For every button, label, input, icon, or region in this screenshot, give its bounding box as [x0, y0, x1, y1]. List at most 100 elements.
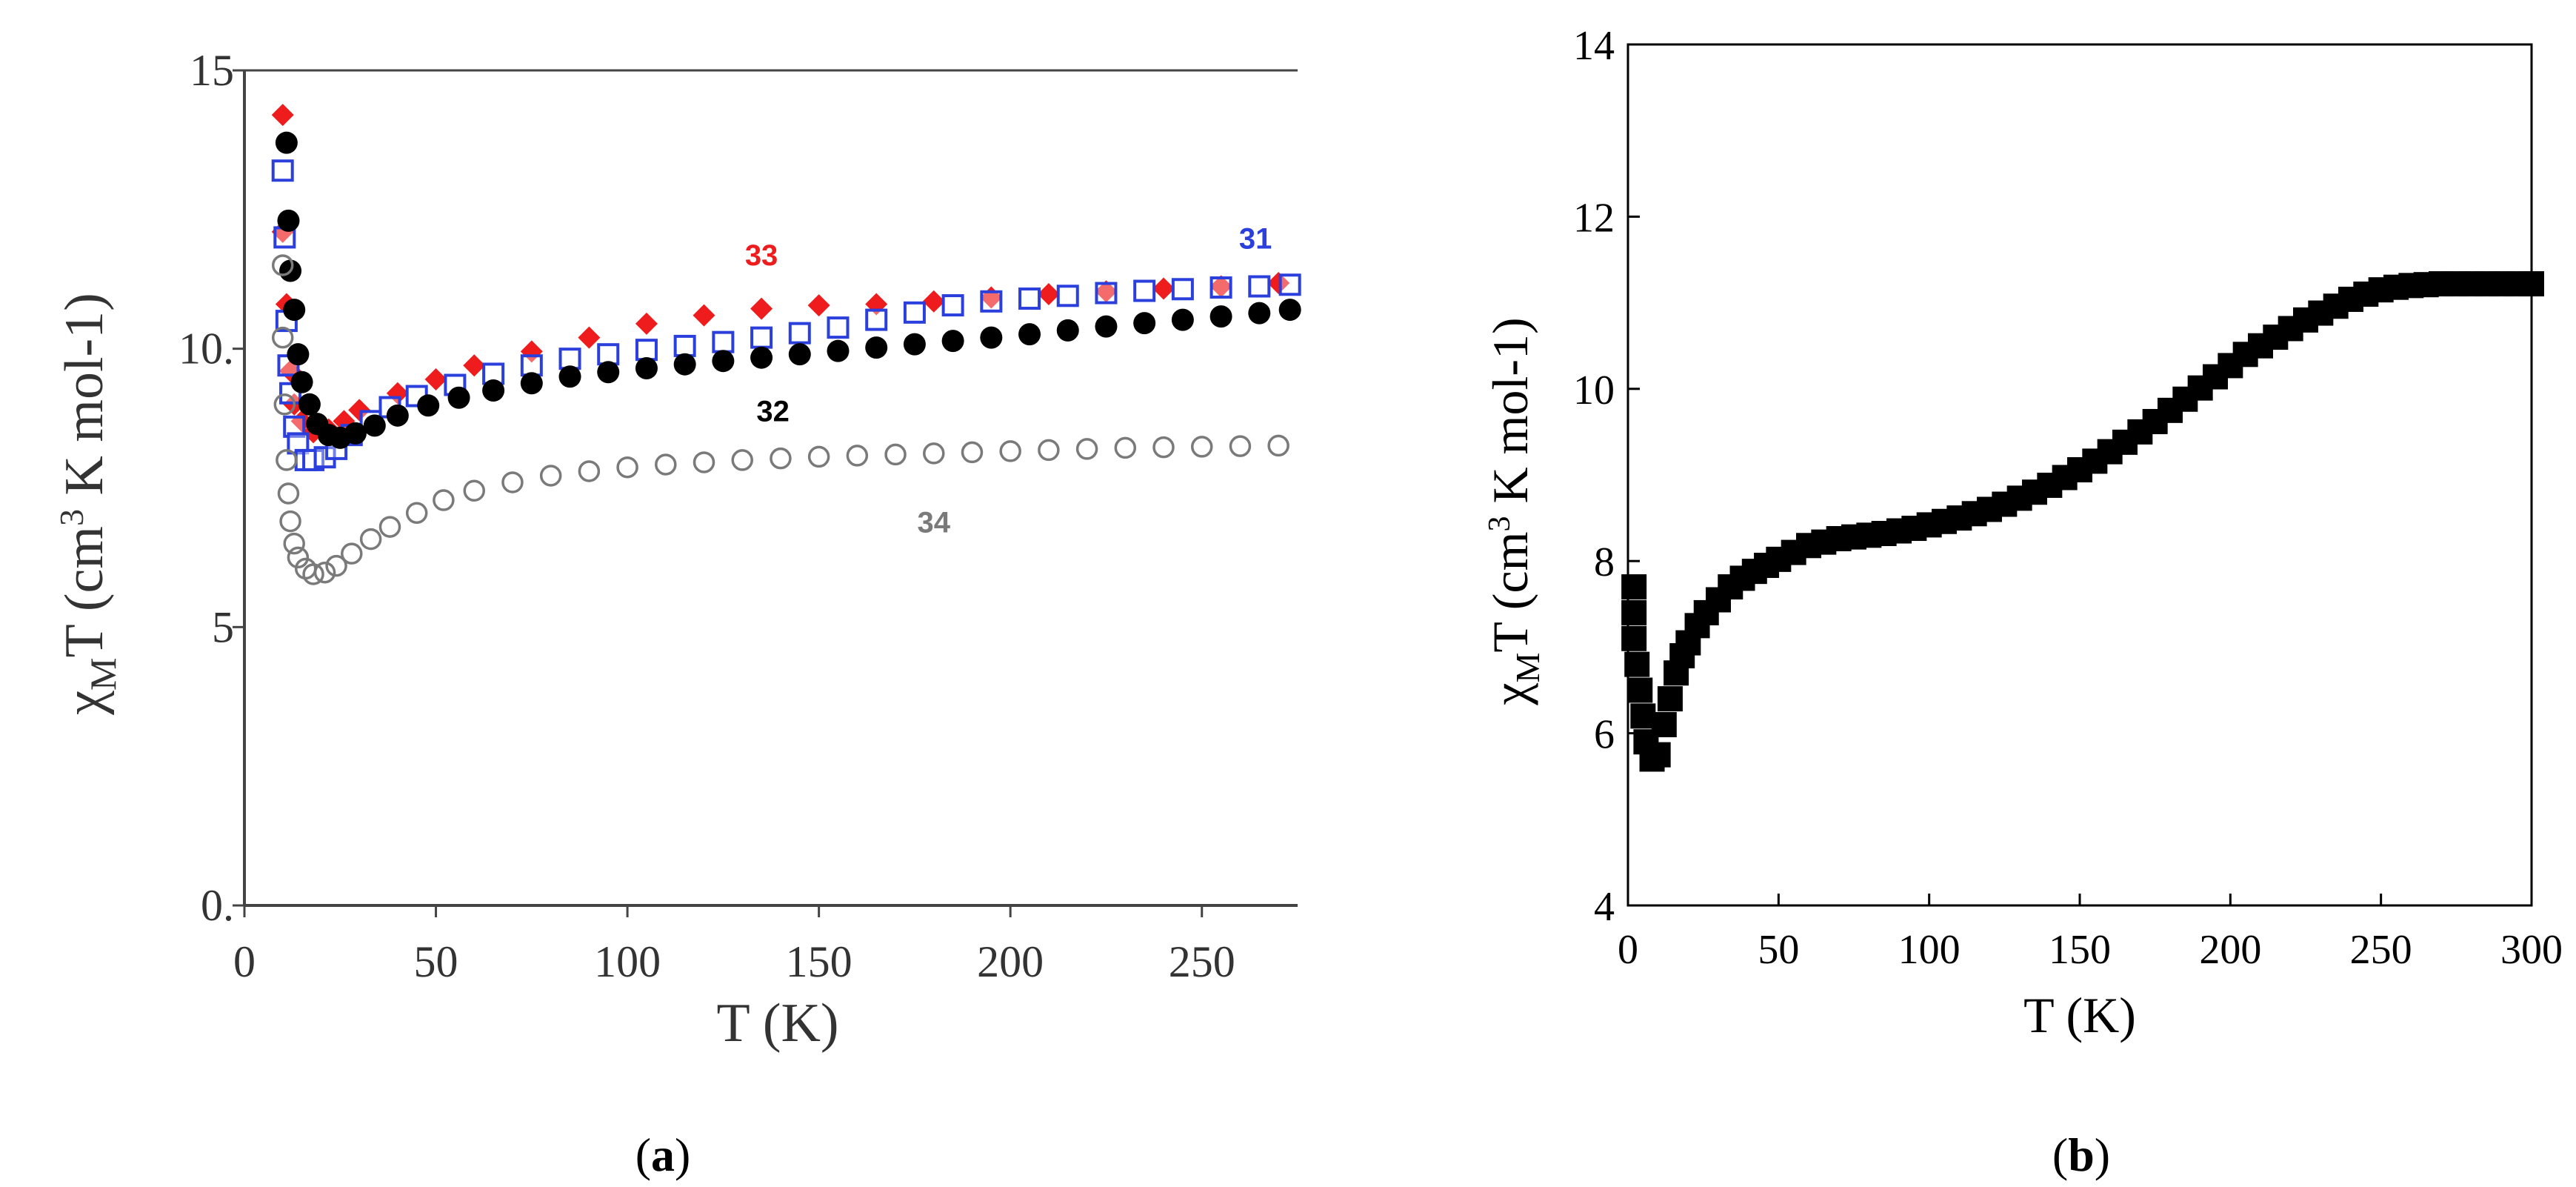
panel-a-point-32 — [980, 326, 1003, 349]
panel-a-point-32 — [1095, 315, 1118, 338]
panel-b-x-tick-label: 250 — [2350, 927, 2412, 973]
panel-a-point-34 — [923, 442, 945, 465]
panel-a-point-34 — [770, 447, 792, 470]
panel-a-point-34 — [655, 453, 677, 476]
panel-a-point-34 — [313, 561, 336, 584]
panel-b-point-χMT — [1621, 574, 1647, 600]
panel-a-point-34 — [1152, 436, 1175, 459]
panel-a-point-34 — [693, 451, 715, 473]
panel-a-point-32 — [283, 299, 306, 322]
panel-a-y-tick-label: 5 — [212, 602, 234, 651]
panel-a-point-33 — [1095, 280, 1118, 303]
panel-a-point-32 — [1209, 305, 1232, 328]
panel-a-point-32 — [597, 361, 620, 384]
panel-a-point-32 — [287, 343, 310, 366]
panel-b-point-χMT — [1630, 703, 1656, 729]
panel-a-point-33 — [348, 399, 371, 422]
panel-b-point-χMT — [1621, 599, 1647, 625]
panel-a-point-33 — [1209, 275, 1232, 298]
panel-a-point-33 — [1152, 277, 1175, 300]
panel-a-x-tick-label: 100 — [594, 937, 661, 986]
panel-a-point-34 — [616, 456, 638, 479]
panel-a-series-label-32: 32 — [756, 395, 790, 428]
panel-a-point-31 — [1133, 279, 1156, 302]
panel-b-point-χMT — [1627, 677, 1653, 703]
panel-a-point-34 — [378, 516, 401, 538]
panel-a-point-31 — [1278, 273, 1301, 296]
panel-b-caption: (b) — [2052, 1128, 2110, 1181]
panel-a-point-34 — [1190, 436, 1213, 458]
panel-a-point-31 — [520, 354, 543, 377]
panel-b-point-χMT — [1651, 711, 1677, 737]
panel-a-point-34 — [341, 542, 363, 565]
panel-a-point-31 — [1018, 287, 1041, 310]
panel-a-point-31 — [635, 339, 658, 362]
panel-a-point-31 — [1248, 275, 1271, 298]
panel-b-point-χMT — [1657, 686, 1683, 712]
panel-a-point-33 — [578, 326, 601, 349]
panel-a-y-tick-label: 10. — [178, 325, 234, 373]
panel-b-y-tick-label: 10 — [1573, 368, 1615, 413]
panel-a-point-34 — [273, 393, 296, 416]
panel-a-point-33 — [635, 312, 658, 335]
panel-a-x-axis-title: T (K) — [716, 993, 838, 1054]
panel-a-point-34 — [277, 482, 300, 505]
panel-a-point-34 — [578, 460, 601, 482]
panel-a-point-33 — [750, 297, 773, 320]
panel-b-x-tick-label: 0 — [1618, 927, 1638, 973]
panel-a-point-34 — [359, 528, 382, 551]
panel-a-point-32 — [363, 414, 386, 437]
panel-a-point-32 — [290, 370, 313, 393]
panel-a-point-32 — [344, 422, 367, 445]
panel-a-point-34 — [731, 449, 753, 471]
panel-b-y-tick-label: 8 — [1594, 539, 1615, 585]
panel-a-point-31 — [827, 316, 850, 339]
panel-a-point-34 — [279, 510, 301, 533]
panel-a-point-32 — [520, 372, 543, 395]
panel-a-point-31 — [1095, 282, 1118, 305]
panel-a-x-tick-label: 250 — [1169, 937, 1235, 986]
panel-a-point-32 — [788, 343, 811, 366]
panel-b-y-axis-title: χMT (cm3 K mol-1) — [1482, 317, 1546, 705]
panel-a-point-34 — [283, 532, 305, 555]
panel-a-point-34 — [1075, 438, 1098, 460]
panel-a-point-31 — [271, 159, 294, 182]
panel-a-point-33 — [463, 354, 486, 377]
panel-a-point-32 — [386, 404, 409, 427]
panel-a-point-32 — [277, 209, 300, 232]
panel-a-caption: (a) — [635, 1128, 691, 1181]
panel-a-point-33 — [807, 294, 830, 317]
panel-a-point-34 — [325, 554, 347, 577]
panel-a-point-32 — [635, 356, 658, 379]
panel-a-point-32 — [417, 394, 440, 417]
panel-b-y-tick-label: 14 — [1573, 23, 1615, 69]
panel-a-point-34 — [1114, 436, 1137, 459]
panel-a-point-33 — [1037, 283, 1060, 306]
panel-a-y-tick-label: 0. — [201, 881, 234, 930]
panel-a-point-32 — [1133, 312, 1156, 335]
panel-a-point-33 — [922, 290, 945, 313]
panel-a-point-31 — [980, 290, 1003, 313]
panel-a-point-34 — [884, 443, 907, 466]
panel-b-x-tick-label: 100 — [1898, 927, 1961, 973]
panel-a-point-34 — [463, 479, 486, 502]
panel-b-x-tick-label: 150 — [2049, 927, 2111, 973]
panel-a-point-34 — [271, 326, 294, 349]
panel-a-point-34 — [539, 465, 562, 487]
panel-a-point-34 — [501, 471, 524, 493]
panel-a-point-31 — [788, 322, 811, 345]
panel-a-point-32 — [447, 386, 470, 409]
panel-a-point-34 — [961, 441, 984, 464]
panel-b-y-tick-label: 12 — [1573, 195, 1615, 241]
panel-b-y-tick-label: 6 — [1594, 712, 1615, 758]
panel-a-point-32 — [1018, 323, 1041, 346]
panel-a-point-32 — [1248, 302, 1271, 325]
panel-b-point-χMT — [1645, 742, 1671, 768]
panel-a-point-34 — [287, 546, 310, 569]
panel-b-x-tick-label: 200 — [2199, 927, 2261, 973]
panel-a-point-34 — [405, 502, 428, 525]
panel-a-series-34 — [271, 254, 1289, 585]
panel-a-x-tick-label: 0 — [233, 937, 256, 986]
panel-a-x-tick-label: 200 — [977, 937, 1044, 986]
